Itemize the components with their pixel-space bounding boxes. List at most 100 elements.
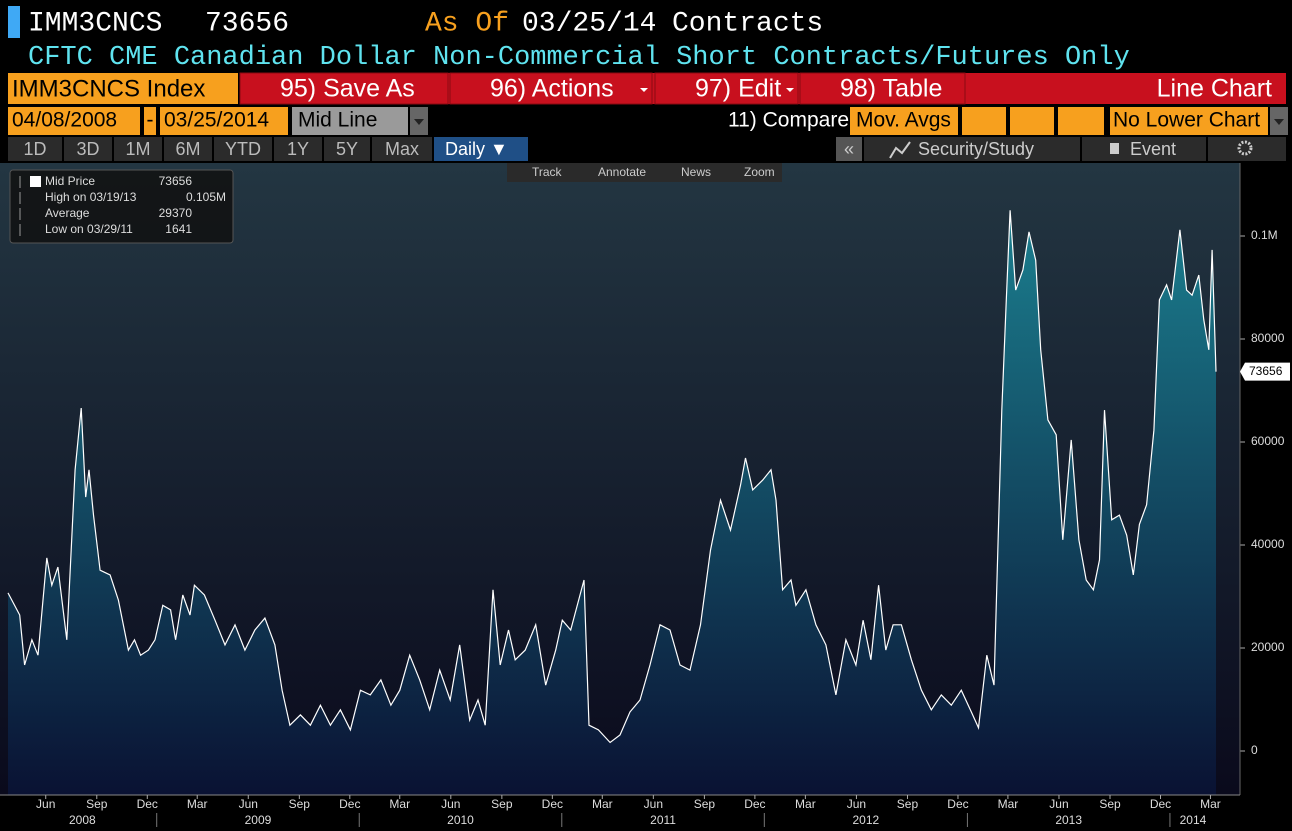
end-date: 03/25/2014 <box>164 109 269 132</box>
legend-label: Low on 03/29/11 <box>45 222 133 236</box>
lower-chart-box[interactable] <box>1110 107 1268 135</box>
ma-box[interactable] <box>850 107 958 135</box>
x-tick-label: Mar <box>795 797 816 811</box>
tool-label: « <box>844 139 854 159</box>
x-tick-label: Sep <box>289 797 311 811</box>
period-button[interactable] <box>114 137 162 161</box>
mode-box[interactable] <box>292 107 408 135</box>
x-tick-label: Dec <box>947 797 968 811</box>
year-label: 2009 <box>245 813 272 827</box>
legend-value: 0.105M <box>186 190 226 204</box>
period-label: 1M <box>125 139 150 159</box>
period-button[interactable] <box>274 137 322 161</box>
chart-tools: Track Annotate News Zoom <box>507 163 782 182</box>
period-button[interactable] <box>164 137 212 161</box>
tool-strip <box>507 163 782 182</box>
x-axis-band <box>0 795 1240 831</box>
legend-box <box>9 169 234 244</box>
last-value-label: 73656 <box>1249 364 1283 378</box>
period-button[interactable] <box>324 137 370 161</box>
period-button[interactable] <box>214 137 272 161</box>
chart-tool[interactable]: Track <box>532 165 563 179</box>
last-value-tag <box>1240 362 1290 381</box>
security: IMM3CNCS Index <box>12 75 205 102</box>
security-box[interactable] <box>8 73 238 104</box>
frequency-label: Daily ▼ <box>445 139 508 159</box>
compare[interactable]: 11) Compare <box>728 109 849 132</box>
tool-button[interactable] <box>836 137 862 161</box>
x-tick-label: Mar <box>592 797 613 811</box>
period-label: Max <box>385 139 419 159</box>
toolbar-button[interactable] <box>799 72 966 105</box>
chart-tool[interactable]: Zoom <box>744 165 775 179</box>
legend-value: 29370 <box>159 206 193 220</box>
x-tick-label: Mar <box>1200 797 1221 811</box>
toolbar-button[interactable] <box>449 72 653 105</box>
x-tick-label: Dec <box>137 797 158 811</box>
chart-tool[interactable]: Annotate <box>598 165 646 179</box>
x-tick-label: Sep <box>491 797 513 811</box>
description: CFTC CME Canadian Dollar Non-Commercial … <box>28 43 1130 73</box>
settings-button[interactable] <box>1208 137 1286 161</box>
units: Contracts <box>672 8 823 39</box>
x-tick-label: Sep <box>86 797 108 811</box>
dropdown-arrow <box>1274 119 1284 125</box>
year-label: 2011 <box>650 813 676 827</box>
toolbar-button[interactable] <box>654 72 799 105</box>
x-tick-label: Jun <box>847 797 866 811</box>
date-separator: - <box>147 109 154 132</box>
period-label: 5Y <box>336 139 358 159</box>
lower-chart: No Lower Chart <box>1113 109 1260 132</box>
x-tick-label: Sep <box>897 797 919 811</box>
date-sep-box <box>144 107 156 135</box>
x-tick-label: Dec <box>744 797 765 811</box>
plot: 0 20000 40000 60000 80000 0.1M 73656 Jun Sep Dec M… <box>0 163 1290 831</box>
tool-button[interactable] <box>1082 137 1206 161</box>
chart-type[interactable]: Line Chart <box>1157 75 1272 103</box>
year-label: 2013 <box>1055 813 1082 827</box>
x-tick-label: Jun <box>441 797 460 811</box>
legend-label: High on 03/19/13 <box>45 190 137 204</box>
period-button[interactable] <box>64 137 112 161</box>
y-tick-label: 0.1M <box>1251 228 1278 242</box>
x-tick-label: Jun <box>36 797 55 811</box>
year-label: 2010 <box>447 813 474 827</box>
date-box[interactable] <box>8 107 140 135</box>
tool-label: Security/Study <box>918 139 1034 159</box>
tool-button[interactable] <box>864 137 1080 161</box>
period-button[interactable] <box>8 137 62 161</box>
period-label: YTD <box>225 139 261 159</box>
x-tick-label: Mar <box>389 797 410 811</box>
period-button[interactable] <box>372 137 432 161</box>
legend: Mid Price 73656 High on 03/19/13 0.105M Aver… <box>19 174 226 236</box>
y-tick-label: 0 <box>1251 743 1258 757</box>
ma-slot[interactable] <box>962 107 1006 135</box>
ma-slot[interactable] <box>1010 107 1054 135</box>
gear-icon <box>1237 140 1253 156</box>
legend-value: 1641 <box>165 222 192 236</box>
event-icon <box>1110 143 1119 154</box>
x-tick-label: Mar <box>187 797 208 811</box>
period-label: 6M <box>175 139 200 159</box>
ma-slot[interactable] <box>1058 107 1104 135</box>
mov-avgs: Mov. Avgs <box>856 109 951 132</box>
as-of-label: As Of <box>425 8 509 39</box>
year-label: 2014 <box>1180 813 1207 827</box>
period-label: 3D <box>76 139 99 159</box>
x-tick-label: Dec <box>1150 797 1171 811</box>
x-tick-label: Jun <box>239 797 258 811</box>
x-tick-label: Dec <box>339 797 360 811</box>
chart-tool[interactable]: News <box>681 165 711 179</box>
toolbar-button-label: 98) Table <box>840 75 942 103</box>
dropdown-arrow <box>414 119 424 125</box>
x-tick-label: Jun <box>644 797 663 811</box>
period-buttons: 1D 3D 1M 6M YTD 1Y 5Y Max Daily ▼ « Security/Study… <box>8 137 1286 161</box>
toolbar-button[interactable] <box>239 72 449 105</box>
date-box[interactable] <box>160 107 288 135</box>
year-label: 2008 <box>69 813 96 827</box>
frequency-button[interactable] <box>434 137 528 161</box>
dropdown-arrow <box>640 88 648 92</box>
dropdown-arrow <box>786 88 794 92</box>
x-tick-label: Jun <box>1049 797 1068 811</box>
